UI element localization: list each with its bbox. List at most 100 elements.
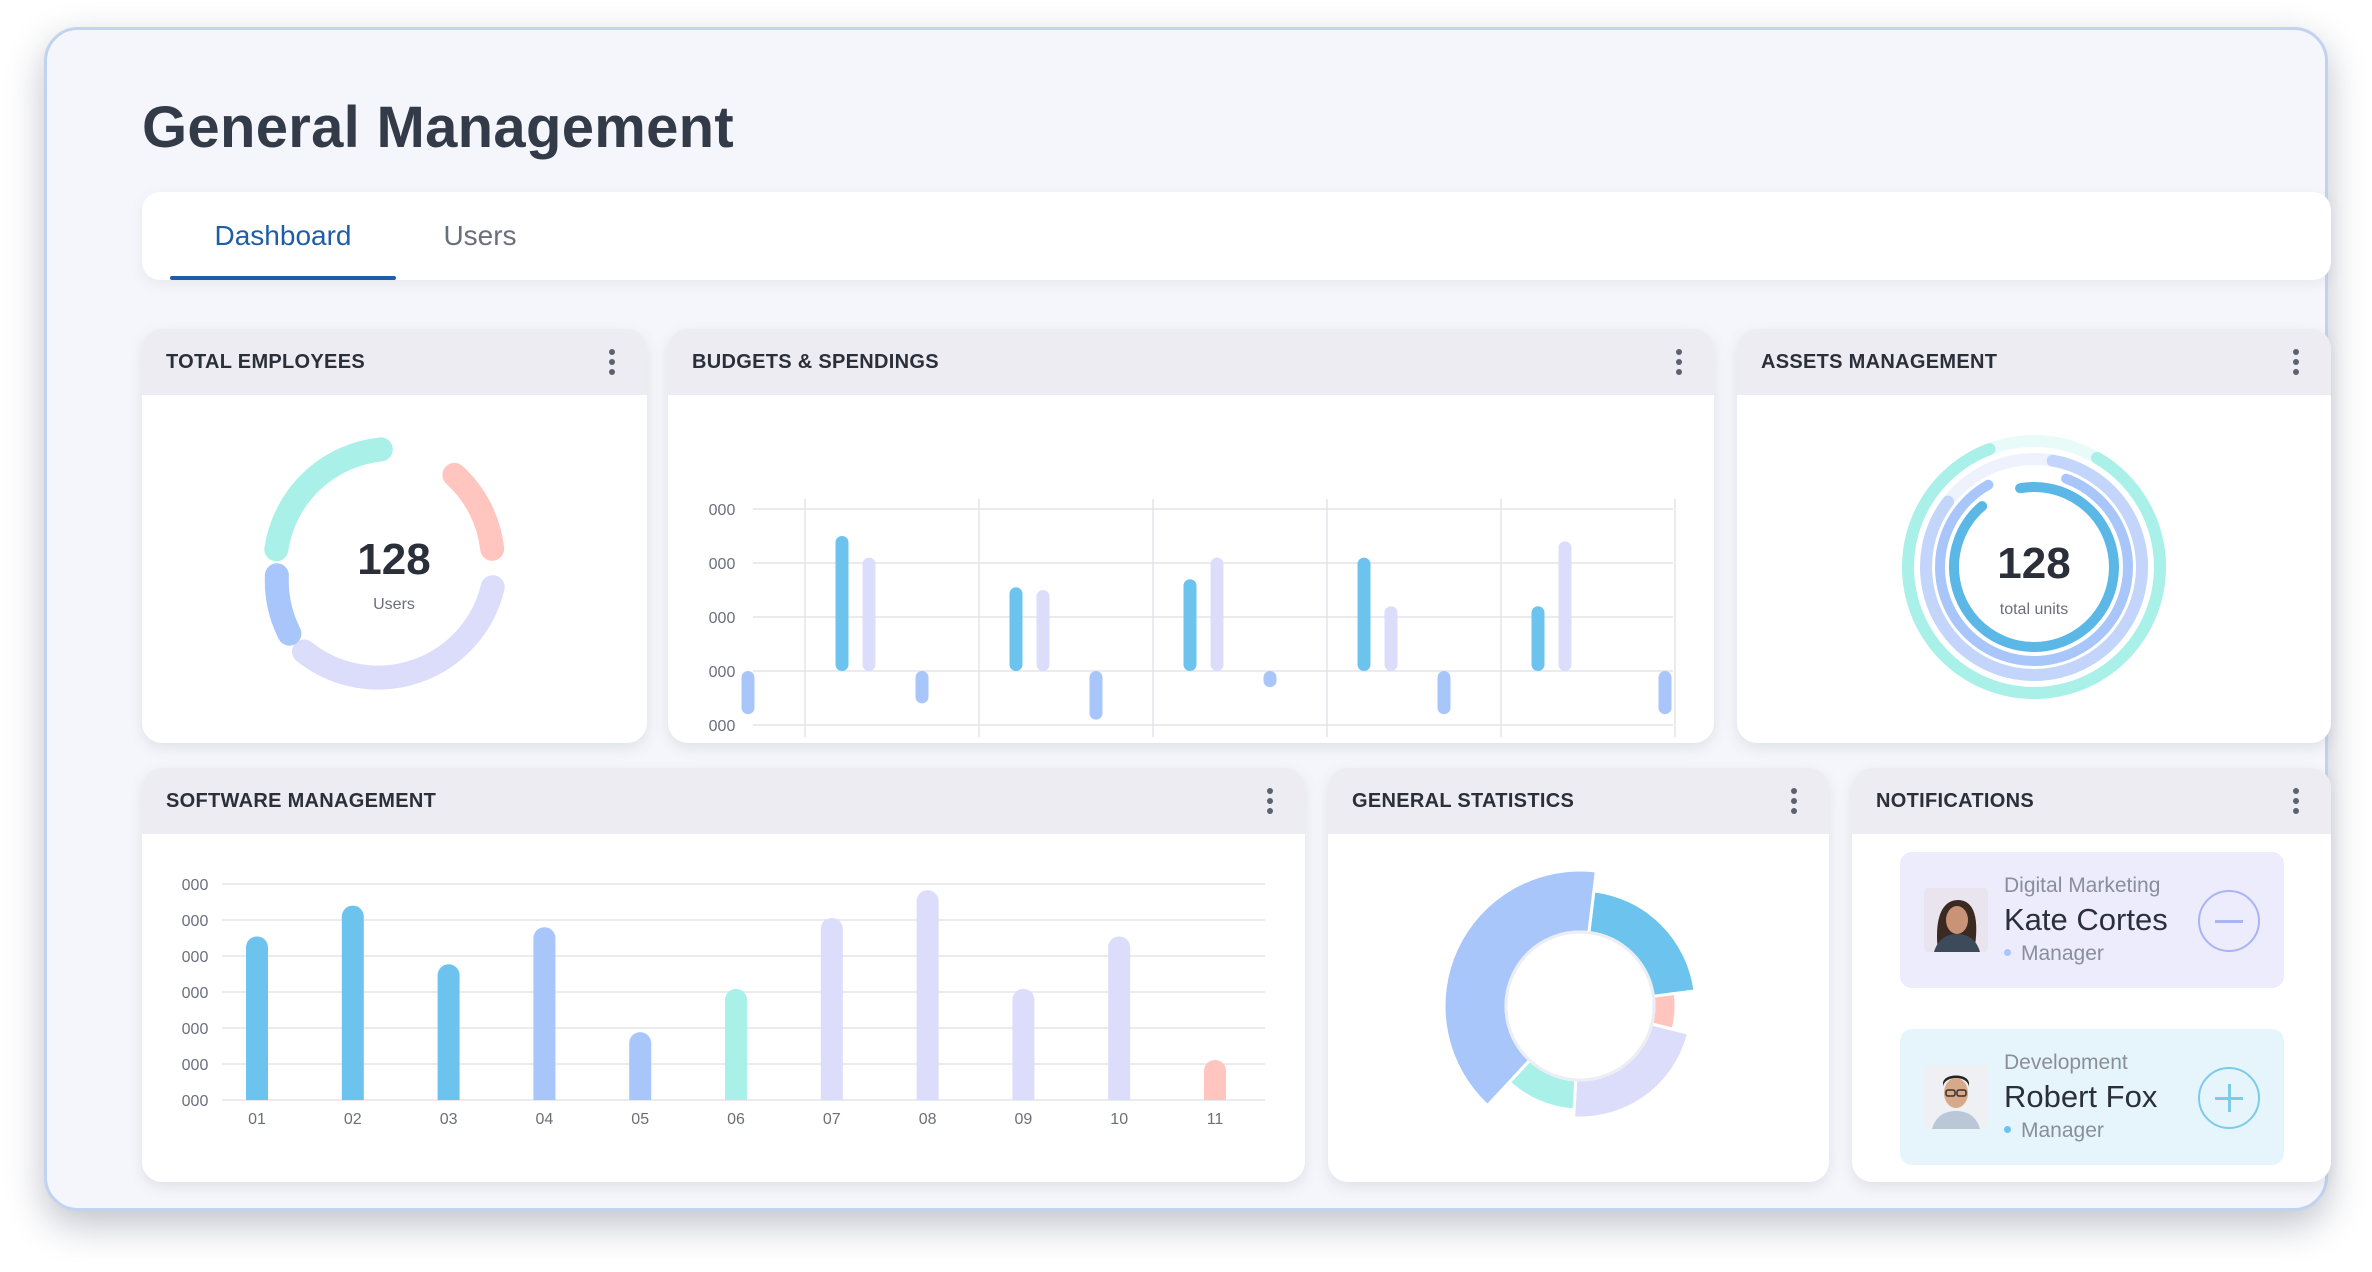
- notification-department: Digital Marketing: [2004, 874, 2161, 897]
- y-tick-label: 000: [709, 664, 736, 681]
- x-tick-label: 01: [248, 1111, 266, 1128]
- bar: [1263, 671, 1277, 688]
- card-title: GENERAL STATISTICS: [1352, 790, 1575, 812]
- notification-role: Manager: [2004, 942, 2104, 966]
- ring-segment: [264, 563, 302, 646]
- bar: [1658, 671, 1672, 715]
- donut-hole: [1504, 930, 1656, 1082]
- bar: [1558, 541, 1572, 671]
- bar: [629, 1032, 652, 1100]
- software-card: SOFTWARE MANAGEMENT 000 000 000 000 000 …: [142, 768, 1305, 1182]
- bar: [1210, 557, 1224, 671]
- x-tick-label: 02: [344, 1111, 362, 1128]
- x-tick-label: 06: [727, 1111, 745, 1128]
- ring-progress: [1935, 468, 2133, 666]
- more-options-icon[interactable]: [607, 349, 617, 377]
- ring-progress: [1920, 453, 2148, 681]
- ring-segment: [292, 575, 505, 690]
- card-header: BUDGETS & SPENDINGS: [668, 329, 1714, 395]
- card-header: ASSETS MANAGEMENT: [1737, 329, 2331, 395]
- role-dot-icon: [2004, 948, 2011, 956]
- card-title: ASSETS MANAGEMENT: [1761, 351, 1998, 373]
- y-tick-label: 000: [182, 1021, 209, 1038]
- x-tick-label: 04: [536, 1111, 554, 1128]
- x-tick-labels: 01 02 03 04 05 06 07 08 09 10 11: [248, 1111, 1223, 1128]
- more-options-icon[interactable]: [1789, 788, 1799, 816]
- more-options-icon[interactable]: [1265, 788, 1275, 816]
- assets-rings-chart: 128 total units: [1902, 435, 2166, 699]
- notification-name: Kate Cortes: [2004, 902, 2168, 937]
- y-tick-label: 000: [182, 949, 209, 966]
- total-employees-card: TOTAL EMPLOYEES 128 Users: [142, 329, 647, 743]
- active-tab-indicator: [170, 276, 396, 280]
- more-options-icon[interactable]: [2291, 349, 2301, 377]
- budgets-card: BUDGETS & SPENDINGS 000 000 000: [668, 329, 1714, 743]
- ring-segment: [264, 437, 393, 562]
- plus-circle-icon[interactable]: [2198, 1067, 2260, 1129]
- app-window: General Management Dashboard Users TOTAL…: [44, 27, 2331, 1211]
- ring-progress: [1949, 482, 2119, 652]
- more-options-icon[interactable]: [1674, 349, 1684, 377]
- bar: [741, 671, 755, 715]
- y-tick-label: 000: [182, 913, 209, 930]
- notification-name: Robert Fox: [2004, 1079, 2158, 1114]
- x-tick-label: 11: [1207, 1111, 1224, 1128]
- tab-users[interactable]: Users: [443, 220, 517, 251]
- notifications-card: NOTIFICATIONS Digital Marketing Kate Cor…: [1852, 768, 2331, 1182]
- y-tick-label: 000: [709, 610, 736, 627]
- software-chart: 000 000 000 000 000 000 000 01 02 03 04 05 06…: [182, 877, 1265, 1128]
- bar: [1357, 557, 1371, 671]
- assets-card: ASSETS MANAGEMENT 128 total units: [1737, 329, 2331, 743]
- notification-role: Manager: [2004, 1119, 2104, 1143]
- y-tick-label: 000: [182, 1093, 209, 1110]
- budgets-bars: [741, 536, 1672, 720]
- x-tick-label: 08: [919, 1111, 937, 1128]
- minus-circle-icon[interactable]: [2198, 890, 2260, 952]
- notification-item[interactable]: Digital Marketing Kate Cortes Manager: [1900, 852, 2284, 988]
- x-tick-label: 09: [1015, 1111, 1033, 1128]
- general-statistics-card: GENERAL STATISTICS: [1328, 768, 1829, 1182]
- notification-item[interactable]: Development Robert Fox Manager: [1900, 1029, 2284, 1165]
- ring-segment: [442, 462, 505, 561]
- bar: [341, 905, 364, 1100]
- role-label: Manager: [2021, 1119, 2104, 1142]
- bar: [1204, 1059, 1226, 1100]
- bar: [1089, 671, 1103, 720]
- x-tick-label: 05: [631, 1111, 649, 1128]
- ring-progress: [1902, 435, 2166, 699]
- employees-count: 128: [357, 535, 430, 584]
- y-tick-label: 000: [182, 985, 209, 1002]
- bar: [1036, 590, 1050, 671]
- donut-slices: [1442, 868, 1697, 1120]
- y-tick-label: 000: [709, 718, 736, 735]
- bar: [1012, 988, 1035, 1100]
- employees-caption: Users: [373, 596, 415, 613]
- bar: [1437, 671, 1451, 715]
- bar: [1531, 606, 1545, 671]
- assets-count: 128: [1997, 539, 2070, 588]
- y-tick-label: 000: [182, 1057, 209, 1074]
- card-title: TOTAL EMPLOYEES: [166, 351, 365, 373]
- bar: [916, 890, 939, 1100]
- tab-dashboard[interactable]: Dashboard: [214, 220, 352, 251]
- x-tick-label: 10: [1110, 1111, 1128, 1128]
- avatar: [1924, 1065, 1988, 1129]
- y-tick-label: 000: [709, 556, 736, 573]
- card-title: NOTIFICATIONS: [1876, 790, 2034, 812]
- bar: [835, 536, 849, 671]
- more-options-icon[interactable]: [2291, 788, 2301, 816]
- card-header: TOTAL EMPLOYEES: [142, 329, 647, 395]
- bar: [820, 917, 843, 1100]
- role-label: Manager: [2021, 942, 2104, 965]
- avatar: [1924, 888, 1988, 952]
- general-statistics-donut: [1442, 868, 1697, 1120]
- tab-bar: Dashboard Users: [142, 192, 2331, 280]
- budgets-chart: 000 000 000 000 000 000 000 000 000 000 …: [709, 499, 1676, 737]
- bar: [437, 964, 460, 1100]
- role-dot-icon: [2004, 1125, 2011, 1133]
- y-tick-label: 000: [709, 502, 736, 519]
- x-tick-label: 03: [440, 1111, 458, 1128]
- bar: [915, 671, 929, 704]
- card-header: GENERAL STATISTICS: [1328, 768, 1829, 834]
- bar: [533, 927, 556, 1100]
